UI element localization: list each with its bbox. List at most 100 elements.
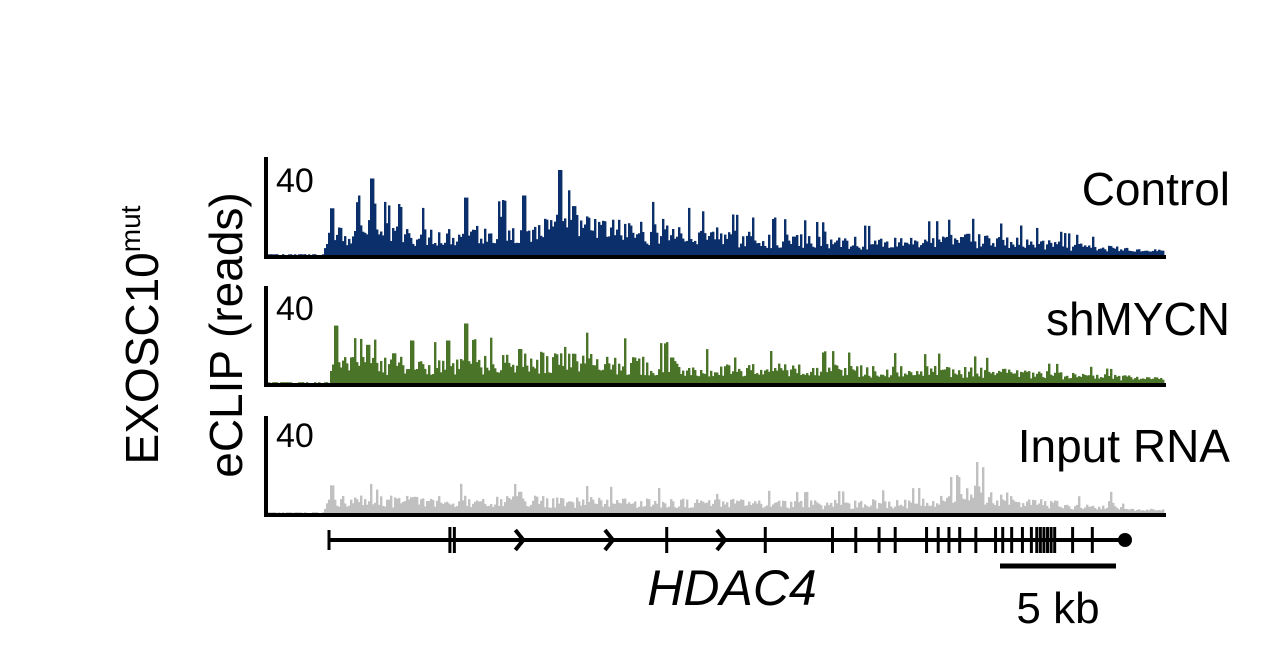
coverage-bar-input-rna-424 — [1136, 509, 1139, 513]
coverage-bar-input-rna-136 — [560, 497, 563, 513]
coverage-bar-control-373 — [1036, 227, 1039, 255]
coverage-bar-control-76 — [442, 244, 445, 255]
coverage-bar-control-144 — [578, 236, 581, 255]
coverage-bar-input-rna-156 — [600, 500, 603, 513]
coverage-bar-input-rna-237 — [762, 507, 765, 513]
coverage-bar-control-410 — [1110, 246, 1113, 255]
coverage-bar-shmycn-296 — [886, 369, 889, 383]
coverage-bar-input-rna-19 — [326, 503, 329, 513]
coverage-bar-control-293 — [876, 244, 879, 255]
coverage-bar-input-rna-148 — [584, 505, 587, 513]
coverage-bar-input-rna-314 — [916, 503, 919, 513]
coverage-bar-input-rna-425 — [1138, 509, 1141, 513]
coverage-bar-shmycn-10 — [298, 382, 301, 383]
coverage-bar-input-rna-294 — [876, 508, 879, 513]
coverage-bar-shmycn-137 — [568, 353, 571, 383]
coverage-bar-shmycn-207 — [708, 376, 711, 383]
coverage-bar-input-rna-149 — [586, 486, 589, 513]
coverage-bar-input-rna-36 — [360, 495, 363, 513]
coverage-bar-input-rna-67 — [422, 498, 425, 513]
coverage-bar-input-rna-226 — [740, 499, 743, 513]
coverage-bar-shmycn-220 — [734, 357, 737, 383]
coverage-bar-input-rna-0 — [268, 512, 271, 513]
coverage-bar-shmycn-422 — [1138, 379, 1141, 383]
coverage-bar-control-357 — [1004, 245, 1007, 255]
coverage-bar-shmycn-377 — [1048, 363, 1051, 383]
coverage-bar-control-9 — [298, 254, 301, 255]
coverage-bar-input-rna-227 — [742, 500, 745, 513]
coverage-bar-input-rna-6 — [286, 512, 289, 513]
coverage-bar-input-rna-5 — [282, 512, 285, 513]
coverage-bar-control-233 — [756, 243, 759, 255]
coverage-bar-input-rna-249 — [786, 507, 789, 513]
coverage-bar-shmycn-175 — [644, 375, 647, 383]
coverage-bar-shmycn-114 — [522, 366, 525, 383]
coverage-bar-control-141 — [572, 206, 575, 255]
coverage-bar-input-rna-309 — [906, 508, 909, 513]
coverage-bar-input-rna-186 — [660, 507, 663, 513]
coverage-bar-control-409 — [1108, 245, 1111, 255]
coverage-bar-control-18 — [326, 244, 329, 255]
coverage-bar-shmycn-301 — [896, 372, 899, 383]
coverage-bar-input-rna-239 — [766, 505, 769, 513]
coverage-bar-input-rna-342 — [972, 497, 975, 513]
coverage-bar-input-rna-20 — [328, 499, 331, 513]
coverage-bar-input-rna-138 — [564, 506, 567, 513]
coverage-bar-input-rna-137 — [562, 498, 565, 513]
coverage-bar-shmycn-384 — [1062, 379, 1065, 383]
coverage-bar-input-rna-433 — [1154, 510, 1157, 513]
coverage-bar-control-383 — [1056, 244, 1059, 255]
coverage-bar-shmycn-187 — [668, 372, 671, 383]
coverage-bar-control-408 — [1106, 251, 1109, 255]
coverage-bar-control-157 — [604, 221, 607, 255]
coverage-bar-control-188 — [666, 225, 669, 255]
coverage-bar-control-265 — [820, 245, 823, 255]
coverage-bar-shmycn-199 — [692, 367, 695, 383]
coverage-bar-input-rna-348 — [984, 504, 987, 513]
coverage-bar-shmycn-144 — [582, 355, 585, 383]
coverage-bar-shmycn-170 — [634, 357, 637, 383]
coverage-bar-control-313 — [916, 241, 919, 255]
coverage-bar-input-rna-118 — [524, 501, 527, 513]
coverage-bar-shmycn-206 — [706, 349, 709, 383]
coverage-bar-input-rna-353 — [994, 505, 997, 513]
coverage-bar-shmycn-212 — [718, 375, 721, 383]
coverage-bar-shmycn-312 — [918, 374, 921, 383]
coverage-bar-shmycn-318 — [930, 368, 933, 383]
coverage-bar-shmycn-285 — [864, 374, 867, 383]
coverage-bar-input-rna-403 — [1094, 508, 1097, 513]
coverage-bar-input-rna-275 — [838, 491, 841, 513]
coverage-bar-input-rna-250 — [788, 508, 791, 513]
coverage-bar-shmycn-258 — [810, 371, 813, 383]
coverage-bar-control-287 — [864, 225, 867, 255]
coverage-bar-input-rna-340 — [968, 500, 971, 513]
coverage-bar-input-rna-400 — [1088, 506, 1091, 513]
coverage-bar-control-177 — [644, 241, 647, 255]
coverage-bar-control-428 — [1146, 250, 1149, 255]
coverage-bar-control-154 — [598, 221, 601, 255]
coverage-bar-shmycn-244 — [782, 370, 785, 383]
coverage-bar-shmycn-241 — [776, 370, 779, 383]
coverage-bar-control-316 — [922, 243, 925, 255]
coverage-bar-control-86 — [462, 233, 465, 255]
coverage-bar-control-213 — [716, 227, 719, 255]
coverage-bar-control-83 — [456, 241, 459, 255]
coverage-bar-input-rna-408 — [1104, 508, 1107, 513]
coverage-bar-control-153 — [596, 237, 599, 255]
coverage-bar-control-288 — [866, 249, 869, 255]
coverage-bar-shmycn-362 — [1018, 377, 1021, 383]
coverage-bar-control-348 — [986, 235, 989, 255]
coverage-bar-shmycn-149 — [592, 365, 595, 383]
coverage-bar-input-rna-415 — [1118, 509, 1121, 513]
coverage-bar-shmycn-20 — [334, 325, 337, 383]
coverage-bar-input-rna-307 — [902, 506, 905, 513]
coverage-bar-shmycn-385 — [1064, 376, 1067, 383]
coverage-bar-shmycn-195 — [684, 375, 687, 383]
coverage-bar-shmycn-230 — [754, 374, 757, 383]
coverage-bar-shmycn-331 — [956, 374, 959, 383]
coverage-bar-shmycn-233 — [760, 369, 763, 383]
coverage-bar-input-rna-2 — [272, 512, 275, 513]
coverage-bar-shmycn-177 — [648, 375, 651, 383]
coverage-bar-control-103 — [496, 239, 499, 255]
coverage-bar-input-rna-84 — [456, 506, 459, 513]
